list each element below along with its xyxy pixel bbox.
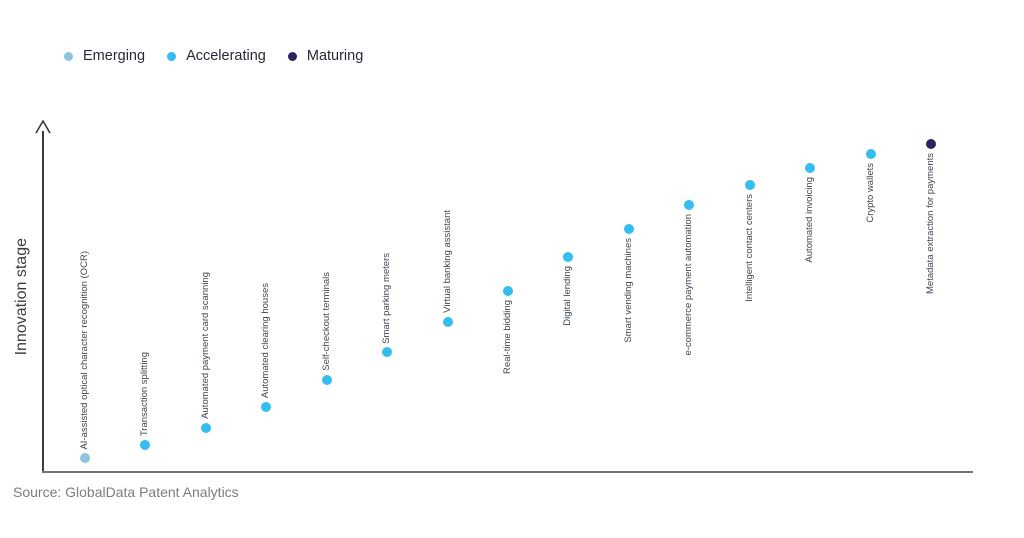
data-point-dot: [382, 347, 393, 358]
data-point-dot: [623, 224, 634, 235]
data-point-label: Automated payment card scanning: [199, 271, 211, 419]
data-point-label: Intelligent contact centers: [743, 193, 755, 302]
data-point-dot: [261, 402, 272, 413]
data-point-dot: [744, 179, 755, 190]
data-point-dot: [684, 200, 695, 211]
data-point-label: Automated invoicing: [804, 176, 816, 263]
data-point-label: Self-checkout terminals: [320, 271, 332, 371]
data-point-label: Automated clearing houses: [260, 282, 272, 399]
data-point-label: Crypto wallets: [864, 162, 876, 223]
legend: Emerging Accelerating Maturing: [64, 48, 363, 64]
data-point-dot: [563, 251, 574, 262]
legend-label-maturing: Maturing: [306, 48, 364, 64]
data-point-dot: [442, 316, 453, 327]
legend-label-accelerating: Accelerating: [186, 48, 266, 64]
data-point-label: Digital lending: [562, 265, 574, 326]
y-axis-arrow-icon: [35, 120, 51, 134]
data-point-dot: [80, 453, 90, 464]
source-note: Source: GlobalData Patent Analytics: [13, 484, 239, 500]
emerging-dot-icon: [64, 51, 73, 61]
legend-item-accelerating: Accelerating: [167, 48, 266, 64]
data-point-label: Virtual banking assistant: [441, 209, 453, 313]
data-point-dot: [321, 374, 332, 385]
data-point-label: AI-assisted optical character recognitio…: [79, 250, 90, 450]
x-axis-line: [42, 471, 973, 473]
data-point-label: Metadata extraction for payments: [925, 152, 937, 294]
data-point-dot: [200, 422, 211, 433]
data-point-label: Transaction splitting: [139, 351, 151, 436]
data-point-label: Smart vending machines: [622, 238, 634, 343]
data-point-dot: [503, 285, 513, 296]
data-point-label: e-commerce payment automation: [683, 214, 695, 356]
maturing-dot-icon: [287, 51, 297, 61]
data-point-dot: [865, 148, 876, 159]
data-point-dot: [926, 138, 937, 149]
data-point-label: Smart parking meters: [381, 252, 393, 344]
accelerating-dot-icon: [167, 51, 177, 61]
y-axis-line: [42, 131, 44, 472]
legend-item-maturing: Maturing: [287, 48, 364, 64]
legend-item-emerging: Emerging: [64, 48, 145, 64]
data-point-dot: [805, 162, 816, 173]
data-point-dot: [140, 439, 151, 450]
data-point-label: Real-time bidding: [502, 299, 513, 374]
legend-label-emerging: Emerging: [83, 48, 146, 64]
